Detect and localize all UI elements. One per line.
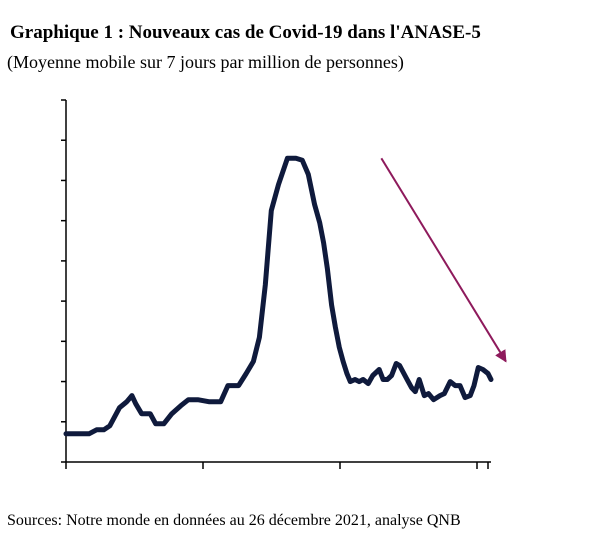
series-line-0 xyxy=(63,155,494,437)
chart-subtitle: (Moyenne mobile sur 7 jours par million … xyxy=(7,52,404,72)
series-layer xyxy=(63,155,494,437)
y-axis xyxy=(61,99,67,463)
annotation-layer xyxy=(380,157,507,363)
x-ticks xyxy=(65,462,489,469)
line-chart xyxy=(61,99,507,469)
x-axis xyxy=(65,461,491,469)
y-ticks xyxy=(61,99,66,463)
source-note: Sources: Notre monde en données au 26 dé… xyxy=(7,512,461,529)
chart-title: Graphique 1 : Nouveaux cas de Covid-19 d… xyxy=(10,22,481,43)
trend-arrow xyxy=(380,157,507,363)
